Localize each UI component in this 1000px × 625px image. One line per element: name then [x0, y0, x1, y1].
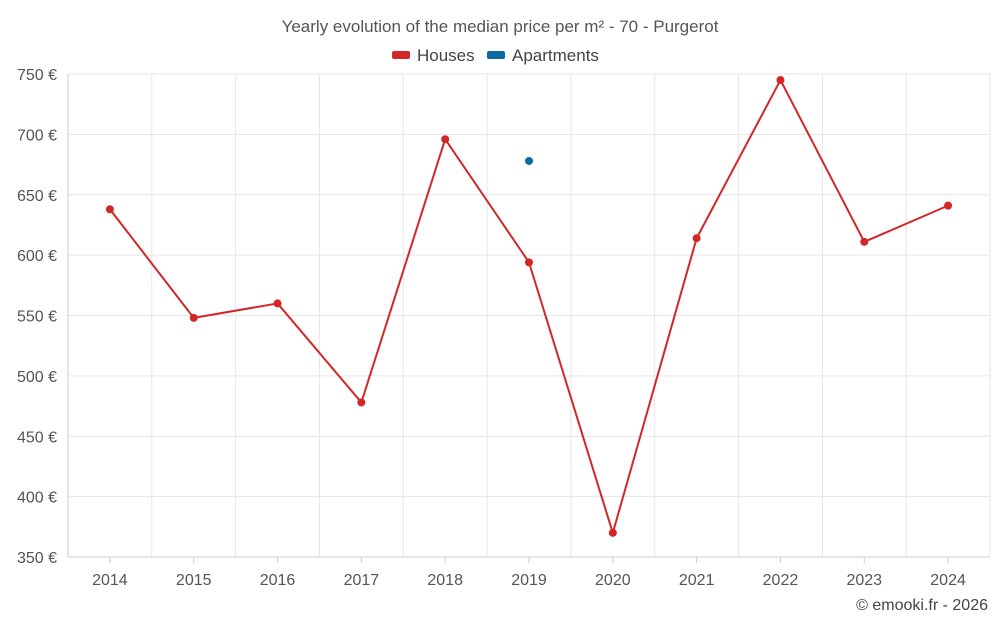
y-tick-label: 500 € — [17, 369, 57, 386]
y-tick-label: 350 € — [17, 550, 57, 567]
y-tick-label: 600 € — [17, 248, 57, 265]
data-point-houses[interactable] — [608, 528, 617, 537]
y-tick-label: 750 € — [17, 67, 57, 84]
data-point-houses[interactable] — [860, 237, 869, 246]
x-tick-label: 2020 — [595, 572, 631, 589]
y-tick-label: 700 € — [17, 127, 57, 144]
x-tick-label: 2021 — [679, 572, 715, 589]
credit-text: © emooki.fr - 2026 — [856, 597, 988, 614]
y-tick-label: 650 € — [17, 188, 57, 205]
series — [105, 76, 953, 537]
data-point-houses[interactable] — [273, 299, 282, 308]
legend-swatch-apartments — [487, 51, 505, 59]
x-tick-label: 2019 — [511, 572, 547, 589]
series-houses — [105, 76, 953, 537]
y-tick-label: 550 € — [17, 309, 57, 326]
y-tick-label: 450 € — [17, 429, 57, 446]
y-tick-label: 400 € — [17, 490, 57, 507]
data-point-houses[interactable] — [944, 201, 953, 210]
data-point-houses[interactable] — [441, 135, 450, 144]
legend: Houses Apartments — [392, 46, 599, 65]
legend-label-apartments: Apartments — [512, 46, 599, 65]
x-tick-label: 2024 — [930, 572, 966, 589]
x-tick-label: 2018 — [427, 572, 463, 589]
x-tick-label: 2022 — [763, 572, 799, 589]
x-tick-label: 2017 — [344, 572, 380, 589]
x-tick-label: 2014 — [92, 572, 128, 589]
series-apartments — [525, 156, 533, 165]
data-point-houses[interactable] — [105, 205, 114, 214]
legend-item-houses[interactable]: Houses — [392, 46, 475, 65]
legend-item-apartments[interactable]: Apartments — [487, 46, 599, 65]
legend-label-houses: Houses — [417, 46, 475, 65]
legend-swatch-houses — [392, 51, 410, 59]
chart-title: Yearly evolution of the median price per… — [282, 17, 719, 36]
data-point-houses[interactable] — [357, 398, 366, 407]
x-tick-label: 2015 — [176, 572, 212, 589]
grid — [67, 73, 991, 558]
data-point-apartments[interactable] — [525, 156, 533, 165]
data-point-houses[interactable] — [776, 76, 785, 85]
data-point-houses[interactable] — [189, 313, 198, 322]
x-tick-label: 2016 — [260, 572, 296, 589]
data-point-houses[interactable] — [525, 258, 533, 267]
data-point-houses[interactable] — [692, 234, 701, 243]
axes: 350 € 400 € 450 € 500 € 550 € 600 € 650 € 700 €… — [17, 67, 990, 589]
x-tick-label: 2023 — [846, 572, 882, 589]
